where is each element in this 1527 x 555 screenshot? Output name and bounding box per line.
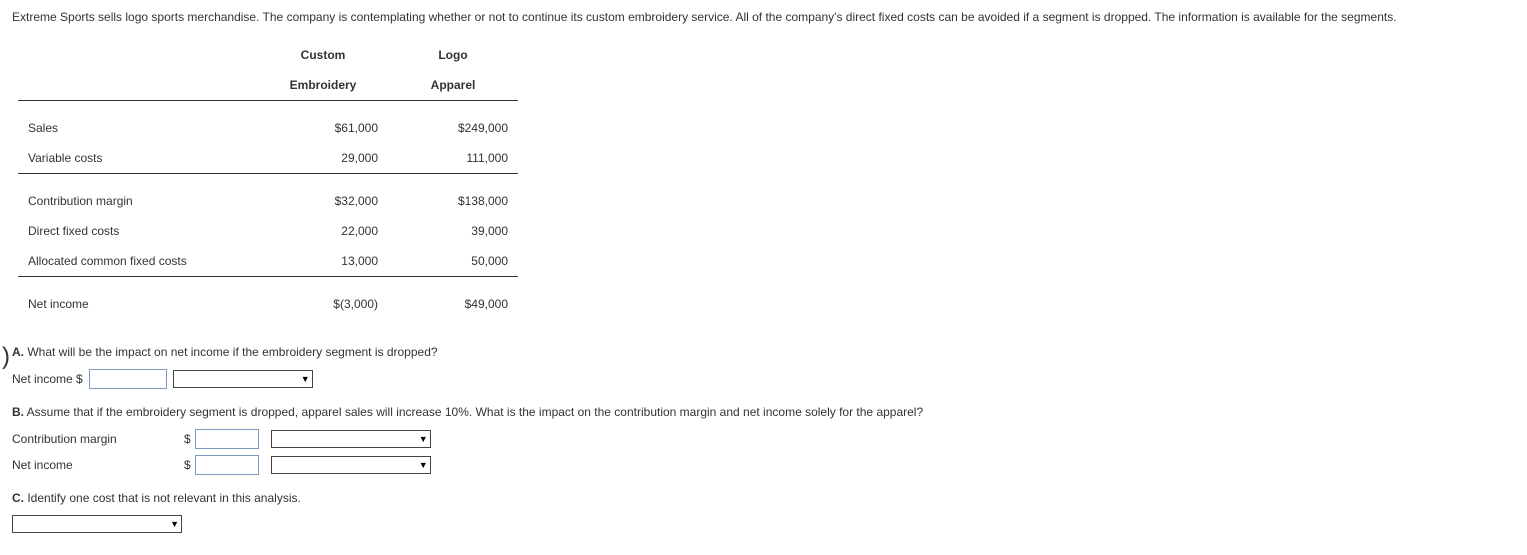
intro-text: Extreme Sports sells logo sports merchan… bbox=[12, 8, 1515, 26]
row-value-custom: $61,000 bbox=[258, 113, 388, 143]
row-label: Direct fixed costs bbox=[18, 216, 258, 246]
row-label: Allocated common fixed costs bbox=[18, 246, 258, 277]
part-a-prefix: A. bbox=[12, 345, 24, 359]
part-c: C. Identify one cost that is not relevan… bbox=[12, 489, 1515, 533]
table-row: Direct fixed costs22,00039,000 bbox=[18, 216, 518, 246]
row-value-logo: $49,000 bbox=[388, 289, 518, 319]
part-b-row1-label: Contribution margin bbox=[12, 430, 172, 448]
part-a-question: What will be the impact on net income if… bbox=[27, 345, 437, 359]
row-value-custom: 22,000 bbox=[258, 216, 388, 246]
col2-header-line1: Logo bbox=[388, 40, 518, 70]
col1-header-line2: Embroidery bbox=[258, 70, 388, 101]
table-row: Allocated common fixed costs13,00050,000 bbox=[18, 246, 518, 277]
row-value-custom: 13,000 bbox=[258, 246, 388, 277]
part-b-row2-label: Net income bbox=[12, 456, 172, 474]
row-value-logo: 111,000 bbox=[388, 143, 518, 174]
row-label: Net income bbox=[18, 289, 258, 319]
net-income-direction-dropdown-a[interactable]: ▼ bbox=[173, 370, 313, 388]
contribution-margin-input[interactable] bbox=[195, 429, 259, 449]
chevron-down-icon: ▼ bbox=[419, 461, 428, 470]
table-row: Variable costs29,000111,000 bbox=[18, 143, 518, 174]
chevron-down-icon: ▼ bbox=[301, 375, 310, 384]
row-label: Contribution margin bbox=[18, 186, 258, 216]
part-b-prefix: B. bbox=[12, 405, 24, 419]
table-row: Contribution margin$32,000$138,000 bbox=[18, 186, 518, 216]
row-value-logo: 50,000 bbox=[388, 246, 518, 277]
segment-table: Custom Logo Embroidery Apparel Sales$61,… bbox=[18, 40, 518, 319]
part-a: ) A. What will be the impact on net inco… bbox=[12, 343, 1515, 389]
col1-header-line1: Custom bbox=[258, 40, 388, 70]
row-label: Variable costs bbox=[18, 143, 258, 174]
part-a-answer-label: Net income $ bbox=[12, 370, 83, 388]
row-value-custom: 29,000 bbox=[258, 143, 388, 174]
paren-icon: ) bbox=[2, 345, 10, 369]
chevron-down-icon: ▼ bbox=[419, 435, 428, 444]
chevron-down-icon: ▼ bbox=[170, 520, 179, 529]
net-income-input-a[interactable] bbox=[89, 369, 167, 389]
row-value-logo: $138,000 bbox=[388, 186, 518, 216]
contribution-margin-direction-dropdown[interactable]: ▼ bbox=[271, 430, 431, 448]
part-b: B. Assume that if the embroidery segment… bbox=[12, 403, 1515, 475]
irrelevant-cost-dropdown[interactable]: ▼ bbox=[12, 515, 182, 533]
part-c-question: Identify one cost that is not relevant i… bbox=[27, 491, 300, 505]
net-income-direction-dropdown-b[interactable]: ▼ bbox=[271, 456, 431, 474]
col2-header-line2: Apparel bbox=[388, 70, 518, 101]
part-b-question: Assume that if the embroidery segment is… bbox=[27, 405, 923, 419]
row-value-logo: 39,000 bbox=[388, 216, 518, 246]
row-value-custom: $32,000 bbox=[258, 186, 388, 216]
row-label: Sales bbox=[18, 113, 258, 143]
table-row: Net income$(3,000)$49,000 bbox=[18, 289, 518, 319]
row-value-logo: $249,000 bbox=[388, 113, 518, 143]
row-value-custom: $(3,000) bbox=[258, 289, 388, 319]
table-row: Sales$61,000$249,000 bbox=[18, 113, 518, 143]
part-c-prefix: C. bbox=[12, 491, 24, 505]
dollar-sign: $ bbox=[184, 430, 191, 448]
net-income-input-b[interactable] bbox=[195, 455, 259, 475]
dollar-sign: $ bbox=[184, 456, 191, 474]
